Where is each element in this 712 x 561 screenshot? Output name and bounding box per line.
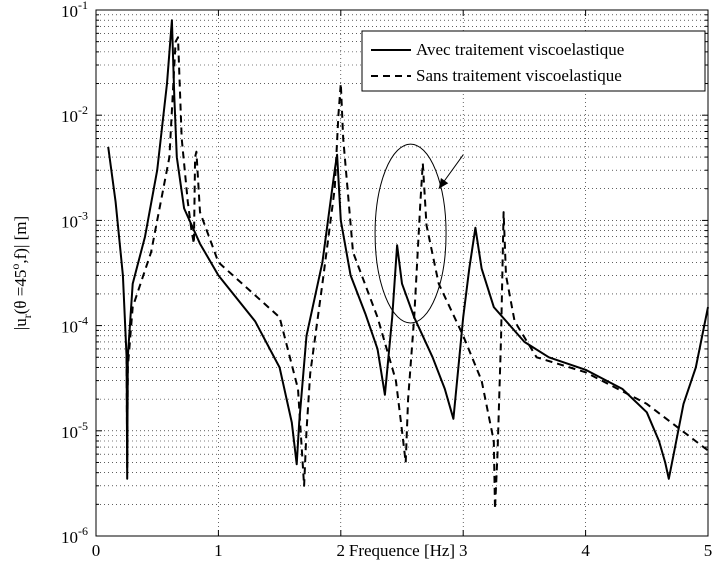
arrow-head	[438, 177, 449, 189]
y-tick-label: 10-1	[61, 0, 88, 21]
x-tick-label: 2	[337, 541, 346, 560]
y-label-mid: (θ =45	[11, 270, 30, 315]
x-axis-label: Frequence [Hz]	[349, 541, 455, 560]
y-tick-label: 10-2	[61, 103, 88, 126]
y-label-pre: |u	[11, 318, 30, 330]
annotation-layer	[374, 143, 464, 324]
y-tick-label: 10-4	[61, 314, 88, 337]
series-line-avec	[107, 19, 709, 480]
series-layer	[107, 19, 709, 511]
x-tick-label: 5	[704, 541, 712, 560]
tick-layer: 0 1 2 3 4 5 10-6 10-5 10-4 10-3 10-2 10-1	[61, 0, 712, 560]
legend-label-avec: Avec traitement viscoelastique	[416, 40, 624, 59]
x-tick-label: 3	[459, 541, 468, 560]
highlight-ellipse	[374, 143, 447, 324]
legend: Avec traitement viscoelastique Sans trai…	[361, 30, 706, 92]
y-label-sup: o	[8, 264, 22, 270]
x-tick-label: 1	[214, 541, 223, 560]
y-axis-label: |ur(θ =45o,f)| [m]	[8, 216, 34, 330]
legend-box	[361, 30, 706, 92]
y-tick-label: 10-6	[61, 524, 88, 547]
y-tick-label: 10-5	[61, 419, 88, 442]
x-tick-label: 4	[581, 541, 590, 560]
y-label-sub: r	[20, 314, 34, 318]
y-tick-label: 10-3	[61, 208, 88, 231]
plot-frame	[95, 9, 709, 537]
series-line-sans	[125, 36, 709, 511]
y-label-post: ,f)| [m]	[11, 216, 30, 264]
legend-label-sans: Sans traitement viscoelastique	[416, 66, 622, 85]
x-tick-label: 0	[92, 541, 101, 560]
